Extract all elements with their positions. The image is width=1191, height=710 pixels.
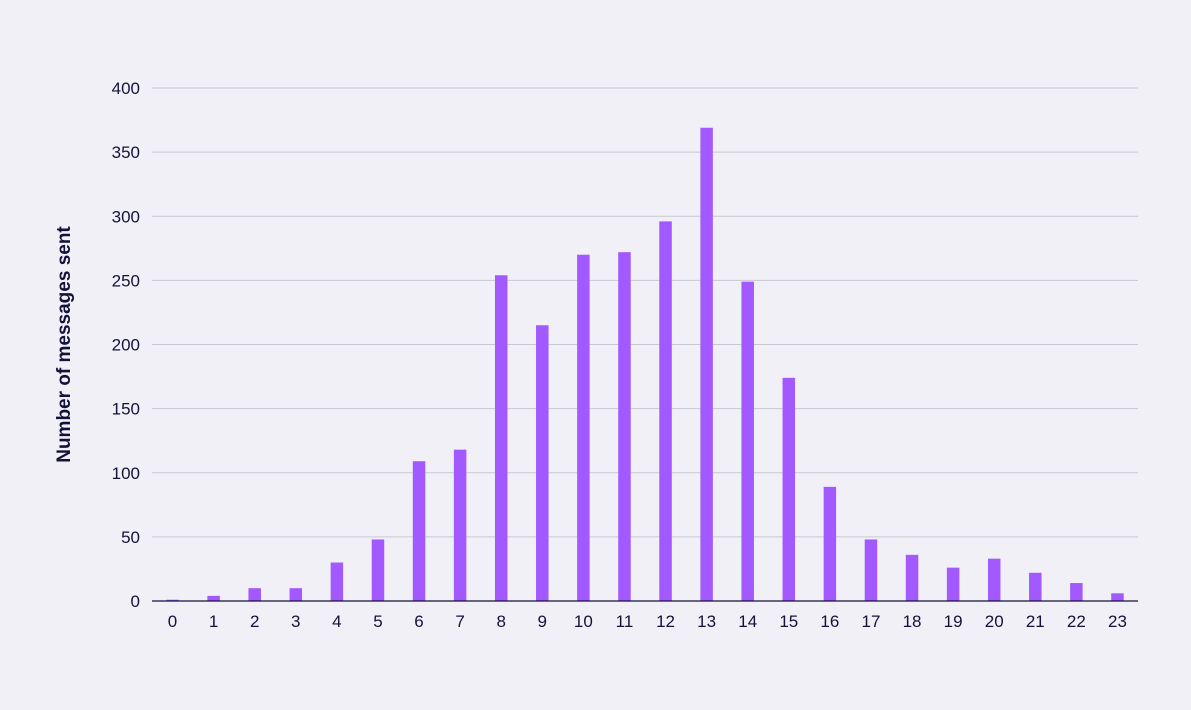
y-tick-label: 400	[112, 79, 140, 98]
bar-hour-13	[700, 127, 713, 601]
x-tick-label: 9	[538, 612, 547, 631]
bar-hour-21	[1029, 572, 1042, 601]
x-tick-label: 8	[496, 612, 505, 631]
x-tick-label: 19	[944, 612, 963, 631]
x-tick-label: 4	[332, 612, 341, 631]
x-tick-label: 20	[985, 612, 1004, 631]
x-tick-label: 7	[455, 612, 464, 631]
bar-hour-16	[823, 486, 837, 601]
y-tick-label: 250	[112, 271, 140, 290]
y-tick-label: 150	[112, 400, 140, 419]
bar-hour-11	[618, 252, 631, 601]
bar-hour-14	[741, 281, 754, 601]
bar-hour-15	[782, 377, 796, 601]
x-tick-label: 14	[738, 612, 757, 631]
x-tick-label: 0	[168, 612, 177, 631]
x-tick-label: 5	[373, 612, 382, 631]
bar-hour-7	[453, 449, 467, 601]
x-tick-label: 15	[779, 612, 798, 631]
bars	[166, 127, 1124, 601]
x-tick-label: 22	[1067, 612, 1086, 631]
bar-hour-2	[248, 588, 261, 601]
bar-hour-10	[577, 254, 590, 601]
bar-hour-12	[659, 221, 672, 601]
y-axis-title: Number of messages sent	[54, 226, 75, 463]
x-tick-label: 2	[250, 612, 259, 631]
x-tick-label: 1	[209, 612, 218, 631]
bar-hour-0	[166, 599, 179, 601]
x-tick-label: 11	[616, 612, 634, 631]
bar-hour-5	[371, 539, 385, 601]
x-tick-label: 6	[414, 612, 423, 631]
bar-hour-20	[987, 558, 1001, 601]
x-tick-label: 17	[861, 612, 880, 631]
x-tick-labels: 0 1 2 3 4 5 6 7 8 9 10 11 12 13 14 15 16 17 18 19 20 21 22 23	[168, 612, 1127, 631]
x-tick-label: 12	[656, 612, 675, 631]
bar-hour-18	[905, 554, 919, 601]
bar-hour-8	[494, 275, 508, 601]
x-tick-label: 16	[820, 612, 839, 631]
bar-hour-6	[412, 461, 426, 601]
y-tick-label: 350	[112, 143, 140, 162]
bar-hour-4	[330, 562, 344, 601]
bar-hour-22	[1070, 583, 1083, 601]
bar-hour-9	[536, 325, 549, 601]
grid-lines	[152, 87, 1138, 538]
y-tick-label: 100	[112, 464, 140, 483]
x-tick-label: 21	[1026, 612, 1045, 631]
y-tick-label: 50	[121, 528, 140, 547]
bar-hour-19	[946, 567, 960, 601]
x-tick-label: 10	[574, 612, 593, 631]
y-tick-label: 300	[112, 207, 140, 226]
bar-hour-17	[864, 539, 878, 601]
y-tick-label: 200	[112, 336, 140, 355]
x-tick-label: 3	[291, 612, 300, 631]
bar-hour-23	[1111, 593, 1124, 601]
x-tick-label: 13	[697, 612, 716, 631]
bar-hour-1	[207, 595, 220, 601]
y-tick-label: 0	[131, 592, 140, 611]
x-tick-label: 23	[1108, 612, 1127, 631]
bar-hour-3	[289, 588, 303, 601]
x-tick-label: 18	[903, 612, 922, 631]
y-tick-labels: 0 50 100 150 200 250 300 350 400	[112, 79, 140, 611]
